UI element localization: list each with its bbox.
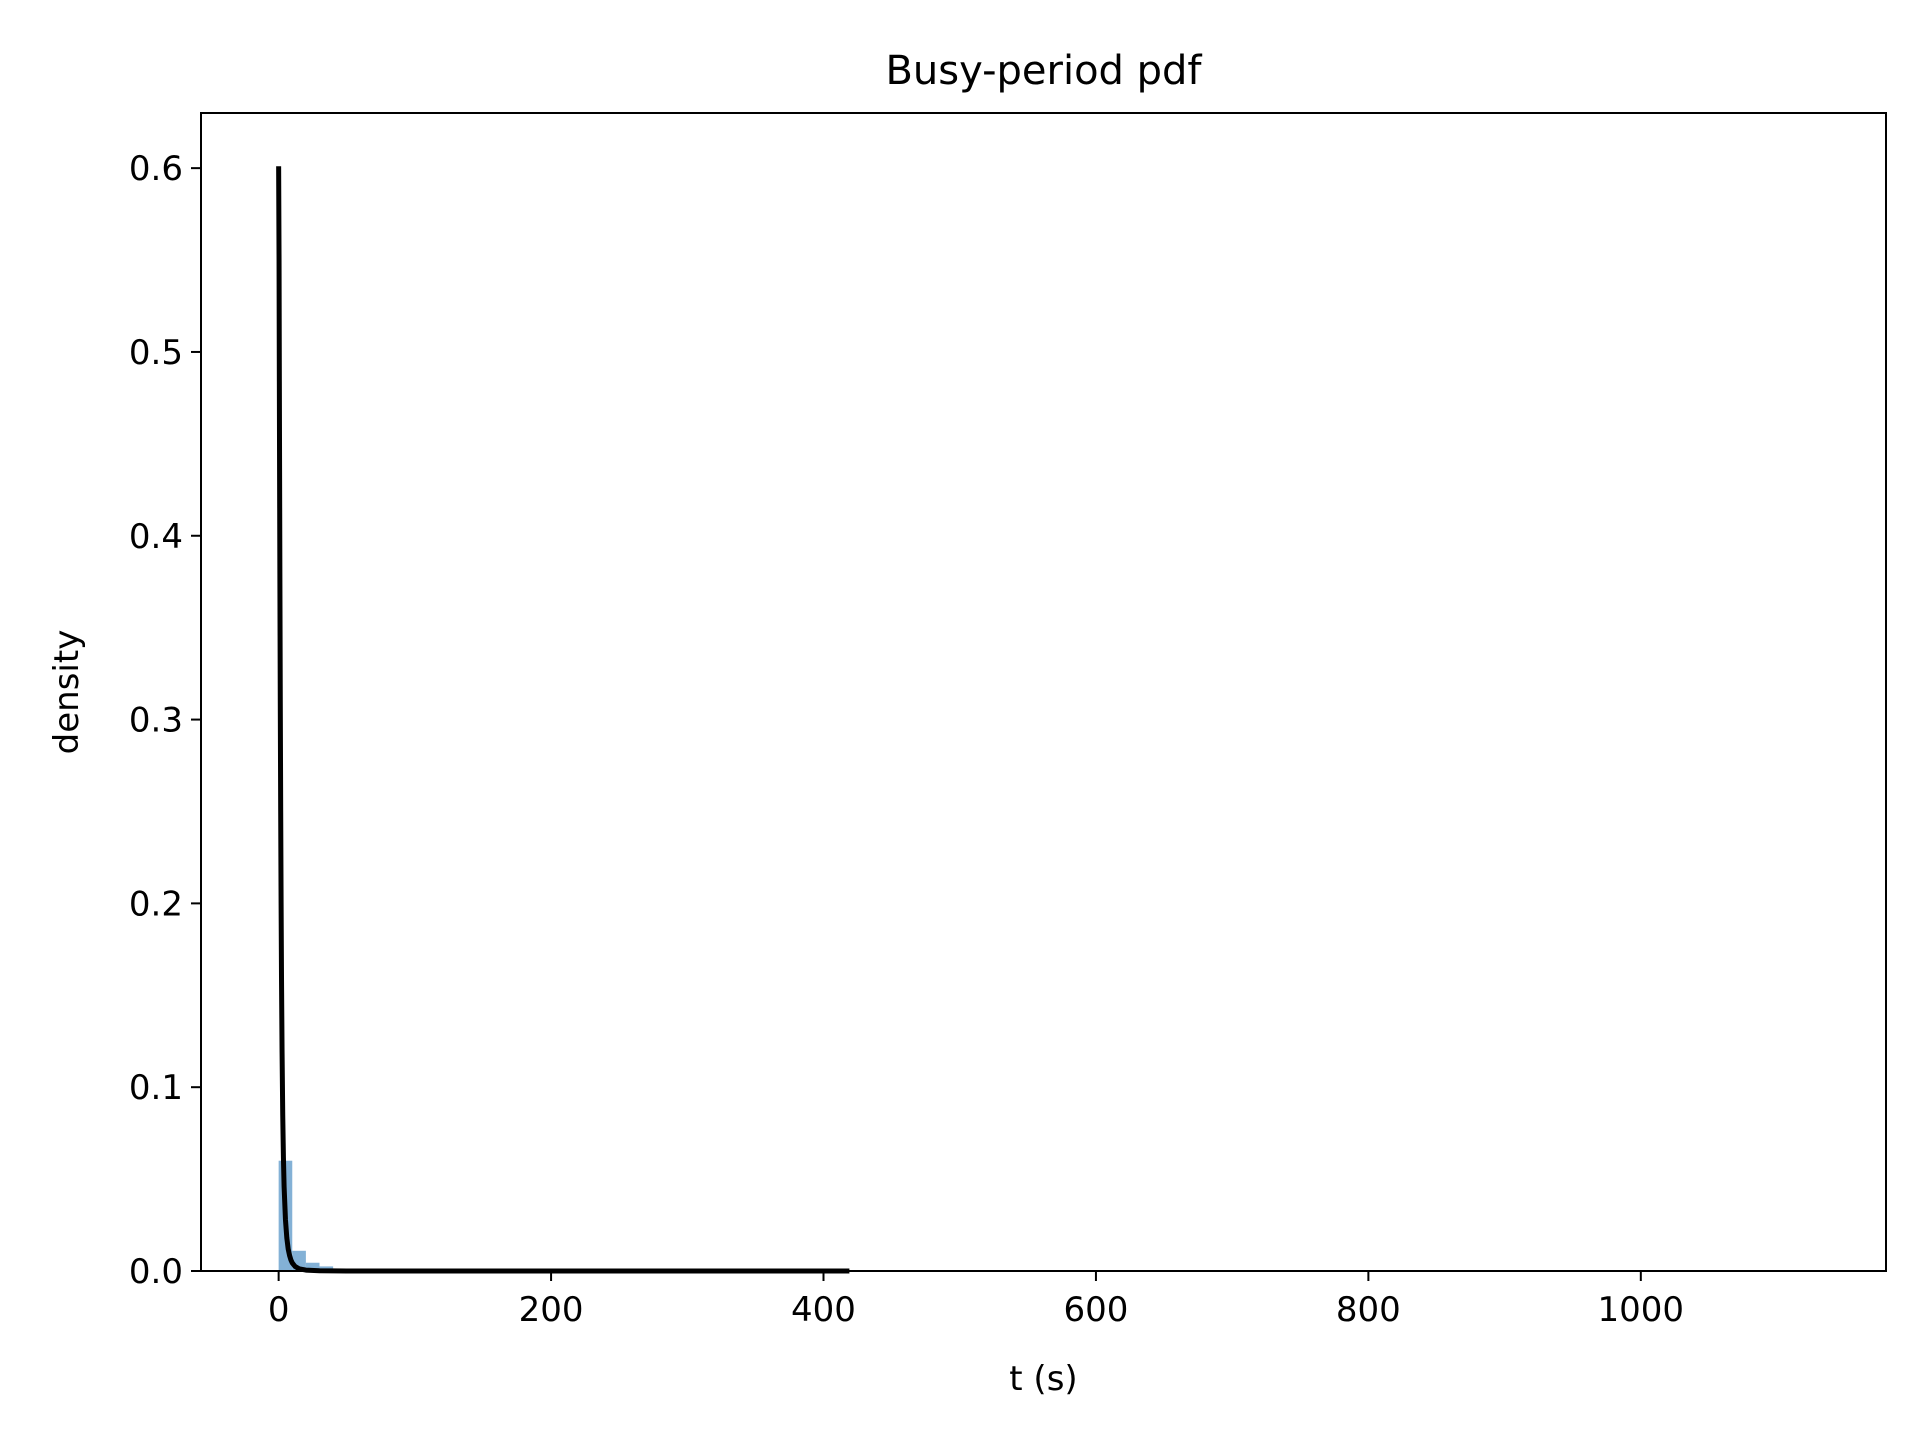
x-tick-label: 400: [791, 1290, 856, 1330]
x-tick-label: 0: [268, 1290, 290, 1330]
chart-title: Busy-period pdf: [885, 48, 1202, 94]
y-tick-label: 0.5: [129, 333, 183, 373]
y-tick-label: 0.3: [129, 701, 183, 741]
y-tick-label: 0.1: [129, 1068, 183, 1108]
y-axis-label: density: [47, 630, 87, 755]
x-tick-label: 1000: [1598, 1290, 1685, 1330]
x-tick-label: 800: [1336, 1290, 1401, 1330]
y-tick-label: 0.4: [129, 517, 183, 557]
x-axis-label: t (s): [1009, 1359, 1077, 1399]
x-tick-label: 200: [519, 1290, 584, 1330]
x-tick-label: 600: [1063, 1290, 1128, 1330]
y-tick-label: 0.2: [129, 884, 183, 924]
y-tick-label: 0.0: [129, 1252, 183, 1292]
y-tick-label: 0.6: [129, 149, 183, 189]
